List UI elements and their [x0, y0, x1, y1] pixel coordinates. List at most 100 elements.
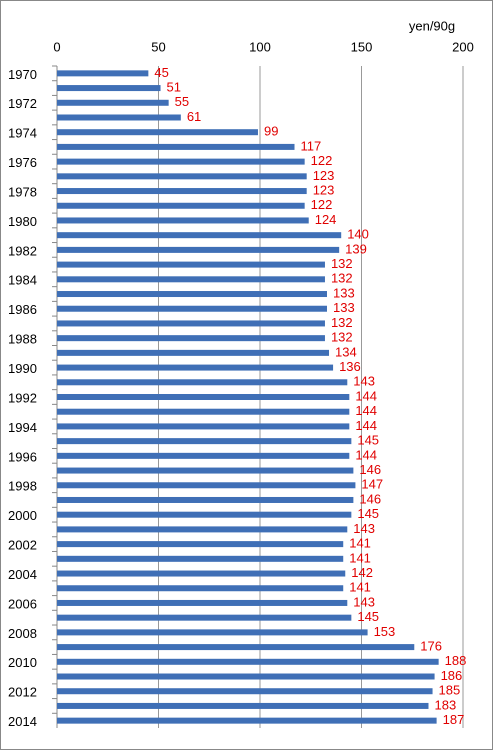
x-tick-label: 100 — [249, 39, 271, 54]
y-tick-label: 1970 — [8, 67, 37, 82]
value-label: 139 — [345, 241, 367, 256]
y-tick-label: 1972 — [8, 96, 37, 111]
bar — [57, 658, 439, 665]
value-label: 123 — [313, 168, 335, 183]
bar — [57, 335, 325, 342]
bar — [57, 217, 309, 224]
y-tick-label: 2002 — [8, 538, 37, 553]
bar — [57, 496, 354, 503]
bar — [57, 349, 330, 356]
value-label: 122 — [311, 153, 333, 168]
value-label: 122 — [311, 197, 333, 212]
bar — [57, 717, 437, 724]
value-label: 134 — [335, 344, 357, 359]
y-tick-label: 2012 — [8, 685, 37, 700]
value-label: 143 — [353, 521, 375, 536]
bar — [57, 202, 305, 209]
bar — [57, 408, 350, 415]
bar — [57, 305, 327, 312]
value-label: 124 — [315, 212, 337, 227]
bar — [57, 511, 352, 518]
y-tick-label: 1988 — [8, 332, 37, 347]
x-tick-label: 200 — [452, 39, 474, 54]
y-tick-label: 1994 — [8, 420, 37, 435]
unit-label: yen/90g — [409, 18, 455, 33]
value-label: 132 — [331, 330, 353, 345]
bar — [57, 541, 344, 548]
value-label: 133 — [333, 300, 355, 315]
bar — [57, 526, 348, 533]
value-label: 117 — [301, 138, 322, 153]
value-label: 140 — [347, 227, 369, 242]
bar — [57, 188, 307, 195]
value-label: 133 — [333, 285, 355, 300]
bar — [57, 438, 352, 445]
value-label: 186 — [441, 668, 463, 683]
value-label: 141 — [349, 580, 371, 595]
y-tick-label: 2006 — [8, 596, 37, 611]
y-tick-label: 1974 — [8, 126, 37, 141]
bar — [57, 379, 348, 386]
bar — [57, 114, 181, 121]
value-label: 144 — [355, 418, 377, 433]
value-label: 146 — [359, 491, 381, 506]
value-label: 144 — [355, 403, 377, 418]
bar — [57, 232, 342, 239]
bar — [57, 629, 368, 636]
value-label: 55 — [175, 94, 189, 109]
value-label: 144 — [355, 388, 377, 403]
bar — [57, 158, 305, 165]
bar — [57, 143, 295, 150]
value-label: 147 — [361, 477, 383, 492]
value-label: 176 — [420, 639, 442, 654]
value-label: 142 — [351, 565, 373, 580]
bar — [57, 291, 327, 298]
bar — [57, 702, 429, 709]
value-label: 141 — [349, 536, 371, 551]
bar — [57, 261, 325, 268]
y-tick-label: 1982 — [8, 243, 37, 258]
x-tick-label: 0 — [53, 39, 60, 54]
value-label: 143 — [353, 374, 375, 389]
bar — [57, 99, 169, 106]
value-label: 143 — [353, 594, 375, 609]
value-label: 51 — [167, 80, 181, 95]
y-tick-label: 1998 — [8, 479, 37, 494]
value-label: 61 — [187, 109, 201, 124]
y-tick-label: 2010 — [8, 655, 37, 670]
y-tick-label: 1976 — [8, 155, 37, 170]
y-tick-label: 1984 — [8, 273, 37, 288]
bar — [57, 423, 350, 430]
bar — [57, 394, 350, 400]
bar — [57, 570, 346, 577]
bar — [57, 320, 325, 327]
value-label: 183 — [434, 697, 456, 712]
y-tick-label: 2014 — [8, 714, 37, 729]
bar — [57, 85, 161, 92]
bar — [57, 644, 415, 651]
value-label: 153 — [374, 624, 396, 639]
y-tick-label: 1980 — [8, 214, 37, 229]
bar — [57, 173, 307, 180]
bar — [57, 364, 334, 371]
y-tick-label: 1992 — [8, 390, 37, 405]
bar — [57, 276, 325, 283]
value-label: 136 — [339, 359, 361, 374]
value-label: 145 — [357, 506, 379, 521]
bar — [57, 585, 344, 592]
y-tick-label: 1996 — [8, 449, 37, 464]
y-tick-label: 2004 — [8, 567, 37, 582]
x-tick-label: 150 — [351, 39, 373, 54]
value-label: 132 — [331, 256, 353, 271]
bar — [57, 673, 435, 680]
value-label: 146 — [359, 462, 381, 477]
x-tick-label: 50 — [151, 39, 165, 54]
y-tick-label: 2000 — [8, 508, 37, 523]
value-label: 45 — [154, 65, 168, 80]
value-label: 141 — [349, 550, 371, 565]
value-label: 188 — [445, 653, 467, 668]
value-label: 144 — [355, 447, 377, 462]
bar — [57, 129, 258, 136]
value-label: 187 — [443, 712, 465, 727]
